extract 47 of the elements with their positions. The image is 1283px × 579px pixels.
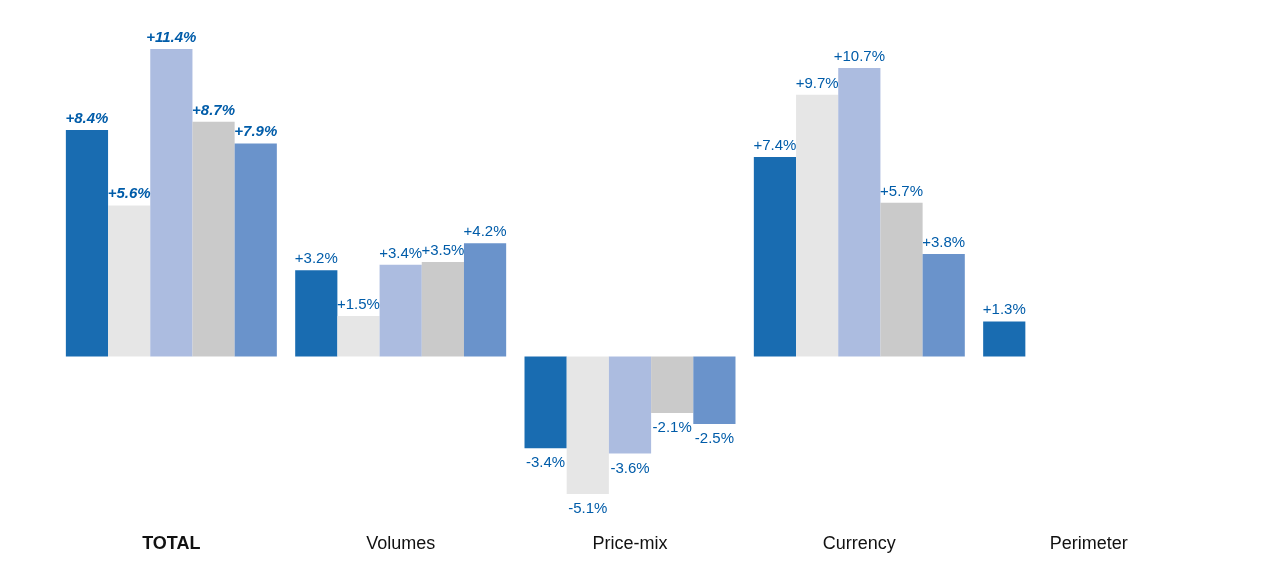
- data-label: +3.8%: [922, 232, 966, 250]
- data-label: +5.7%: [880, 181, 923, 199]
- data-label: -5.1%: [568, 499, 608, 516]
- bar: [608, 356, 652, 454]
- data-label: +8.4%: [65, 108, 109, 126]
- data-label: -2.5%: [694, 428, 734, 446]
- data-label: +10.7%: [833, 46, 885, 64]
- data-label: -2.1%: [652, 418, 692, 436]
- x-tick-label: Price-mix: [592, 532, 668, 553]
- bar: [234, 143, 277, 357]
- x-tick-label: TOTAL: [142, 532, 201, 553]
- bar: [880, 202, 923, 357]
- bar: [108, 205, 151, 357]
- bar: [524, 356, 567, 449]
- bar: [566, 356, 609, 494]
- bar: [337, 316, 380, 357]
- data-label: +1.3%: [982, 300, 1026, 318]
- data-label: -3.6%: [610, 458, 650, 476]
- data-label: +3.5%: [421, 241, 465, 259]
- bar: [753, 156, 797, 357]
- x-tick-label: Perimeter: [1049, 532, 1128, 553]
- bar: [379, 264, 422, 357]
- bar: [983, 321, 1026, 357]
- x-tick-label: Currency: [822, 532, 896, 553]
- data-label: +11.4%: [146, 28, 197, 45]
- bar: [421, 262, 464, 357]
- bar: [150, 49, 193, 357]
- bar: [192, 121, 235, 357]
- bar: [295, 270, 338, 357]
- bar: [463, 243, 507, 357]
- data-label: +7.9%: [234, 122, 278, 140]
- data-label: +7.4%: [753, 135, 797, 153]
- data-label: +5.6%: [107, 184, 151, 202]
- bar: [796, 94, 839, 357]
- data-label: +8.7%: [192, 100, 236, 118]
- bar: [693, 356, 736, 424]
- data-label: +1.5%: [337, 295, 380, 312]
- bar: [922, 253, 965, 357]
- bar: [651, 356, 694, 414]
- data-label: +4.2%: [463, 222, 507, 240]
- data-label: +3.4%: [379, 243, 423, 261]
- bar: [838, 67, 881, 357]
- bar: [65, 129, 109, 357]
- x-tick-label: Volumes: [366, 532, 436, 553]
- data-label: +3.2%: [294, 249, 338, 267]
- data-label: +9.7%: [795, 73, 839, 91]
- data-label: -3.4%: [526, 453, 566, 471]
